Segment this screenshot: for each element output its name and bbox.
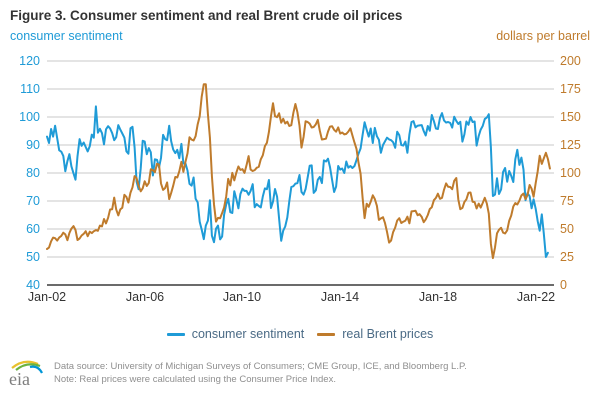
left-axis-tick-label: 100 <box>19 110 40 124</box>
left-axis-unit-label: consumer sentiment <box>10 29 123 43</box>
right-axis-tick-label: 125 <box>560 138 581 152</box>
sentiment-line <box>46 105 549 258</box>
x-axis-tick-label: Jan-18 <box>418 290 458 304</box>
eia-logo-swoosh-blue <box>29 365 43 374</box>
right-axis-tick-label: 150 <box>560 110 581 124</box>
right-axis-tick-label: 50 <box>560 222 574 236</box>
eia-logo: eia <box>9 360 43 389</box>
right-axis-tick-label: 25 <box>560 250 574 264</box>
chart-title: Figure 3. Consumer sentiment and real Br… <box>10 8 403 23</box>
footer: eia Data source: University of Michigan … <box>8 357 592 390</box>
eia-logo-swoosh-green <box>15 363 41 371</box>
left-axis-tick-label: 40 <box>26 278 40 292</box>
left-axis-tick-label: 80 <box>26 166 40 180</box>
x-axis-tick-label: Jan-14 <box>320 290 360 304</box>
x-axis-tick-label: Jan-02 <box>27 290 67 304</box>
brent-legend-swatch <box>317 332 336 336</box>
sentiment-legend-label: consumer sentiment <box>191 327 305 341</box>
right-axis-tick-label: 100 <box>560 166 581 180</box>
x-axis-tick-label: Jan-22 <box>516 290 556 304</box>
right-axis-tick-label: 0 <box>560 278 567 292</box>
x-axis-tick-label: Jan-06 <box>125 290 165 304</box>
brent-legend-label: real Brent prices <box>342 327 434 341</box>
left-axis-tick-label: 50 <box>26 250 40 264</box>
eia-logo-text: eia <box>9 369 30 389</box>
right-axis-tick-label: 75 <box>560 194 574 208</box>
x-axis-tick-label: Jan-10 <box>222 290 262 304</box>
footer-note-line: Note: Real prices were calculated using … <box>54 374 336 385</box>
left-axis-tick-label: 110 <box>20 82 40 96</box>
legend: consumer sentiment real Brent prices <box>0 327 600 341</box>
left-axis-tick-label: 60 <box>26 222 40 236</box>
right-axis-tick-label: 200 <box>560 54 581 68</box>
left-axis-tick-label: 70 <box>26 194 40 208</box>
footer-source-line: Data source: University of Michigan Surv… <box>54 360 467 372</box>
left-axis-tick-label: 120 <box>19 54 40 68</box>
eia-logo-swoosh-yellow <box>11 360 39 369</box>
right-axis-tick-label: 175 <box>560 82 581 96</box>
right-axis-unit-label: dollars per barrel <box>496 29 590 43</box>
sentiment-legend-swatch <box>166 332 185 336</box>
left-axis-tick-label: 90 <box>26 138 40 152</box>
brent-line <box>46 83 551 260</box>
